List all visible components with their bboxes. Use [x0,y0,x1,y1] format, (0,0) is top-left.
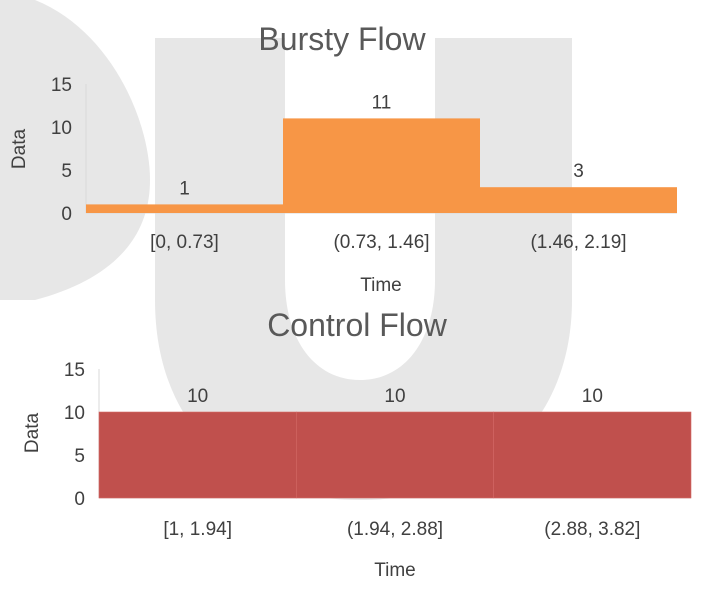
category-labels: [0, 0.73] (0.73, 1.46] (1.46, 2.19] [150,232,626,253]
y-tick-labels: 0 5 10 15 [51,75,72,225]
data-labels: 10 10 10 [187,386,603,407]
watermark-left-arc [0,0,150,300]
category-label: (1.94, 2.88] [347,519,443,540]
bar [493,411,692,499]
y-tick-label: 15 [51,75,72,96]
y-tick-label: 15 [64,360,85,381]
y-tick-labels: 0 5 10 15 [64,360,85,510]
category-label: (2.88, 3.82] [544,519,640,540]
category-labels: [1, 1.94] (1.94, 2.88] (2.88, 3.82] [163,519,640,540]
category-label: [0, 0.73] [150,232,219,253]
category-label: (1.46, 2.19] [530,232,626,253]
y-tick-label: 5 [61,161,72,182]
data-label: 1 [179,178,190,199]
bar [98,411,297,499]
chart-title: Bursty Flow [258,21,426,57]
bar [86,204,283,213]
x-axis-title: Time [374,560,416,581]
bars [98,411,692,499]
y-tick-label: 0 [74,489,85,510]
category-label: [1, 1.94] [163,519,232,540]
data-label: 10 [582,386,603,407]
y-axis-title: Data [9,129,30,170]
data-label: 10 [187,386,208,407]
y-tick-label: 0 [61,204,72,225]
bar [296,411,494,499]
x-axis-title: Time [360,275,402,296]
control-flow-chart: Control Flow 0 5 10 15 10 10 10 [1, 1.94] (1.9… [22,307,692,581]
category-label: (0.73, 1.46] [333,232,429,253]
chart-title: Control Flow [267,307,448,343]
y-tick-label: 10 [64,403,85,424]
data-label: 11 [372,92,392,113]
data-label: 10 [384,386,405,407]
data-label: 3 [573,161,584,182]
y-tick-label: 10 [51,118,72,139]
y-axis-title: Data [22,413,43,454]
bar [283,118,480,213]
bar [480,187,677,213]
bars [86,118,677,213]
y-tick-label: 5 [74,446,85,467]
